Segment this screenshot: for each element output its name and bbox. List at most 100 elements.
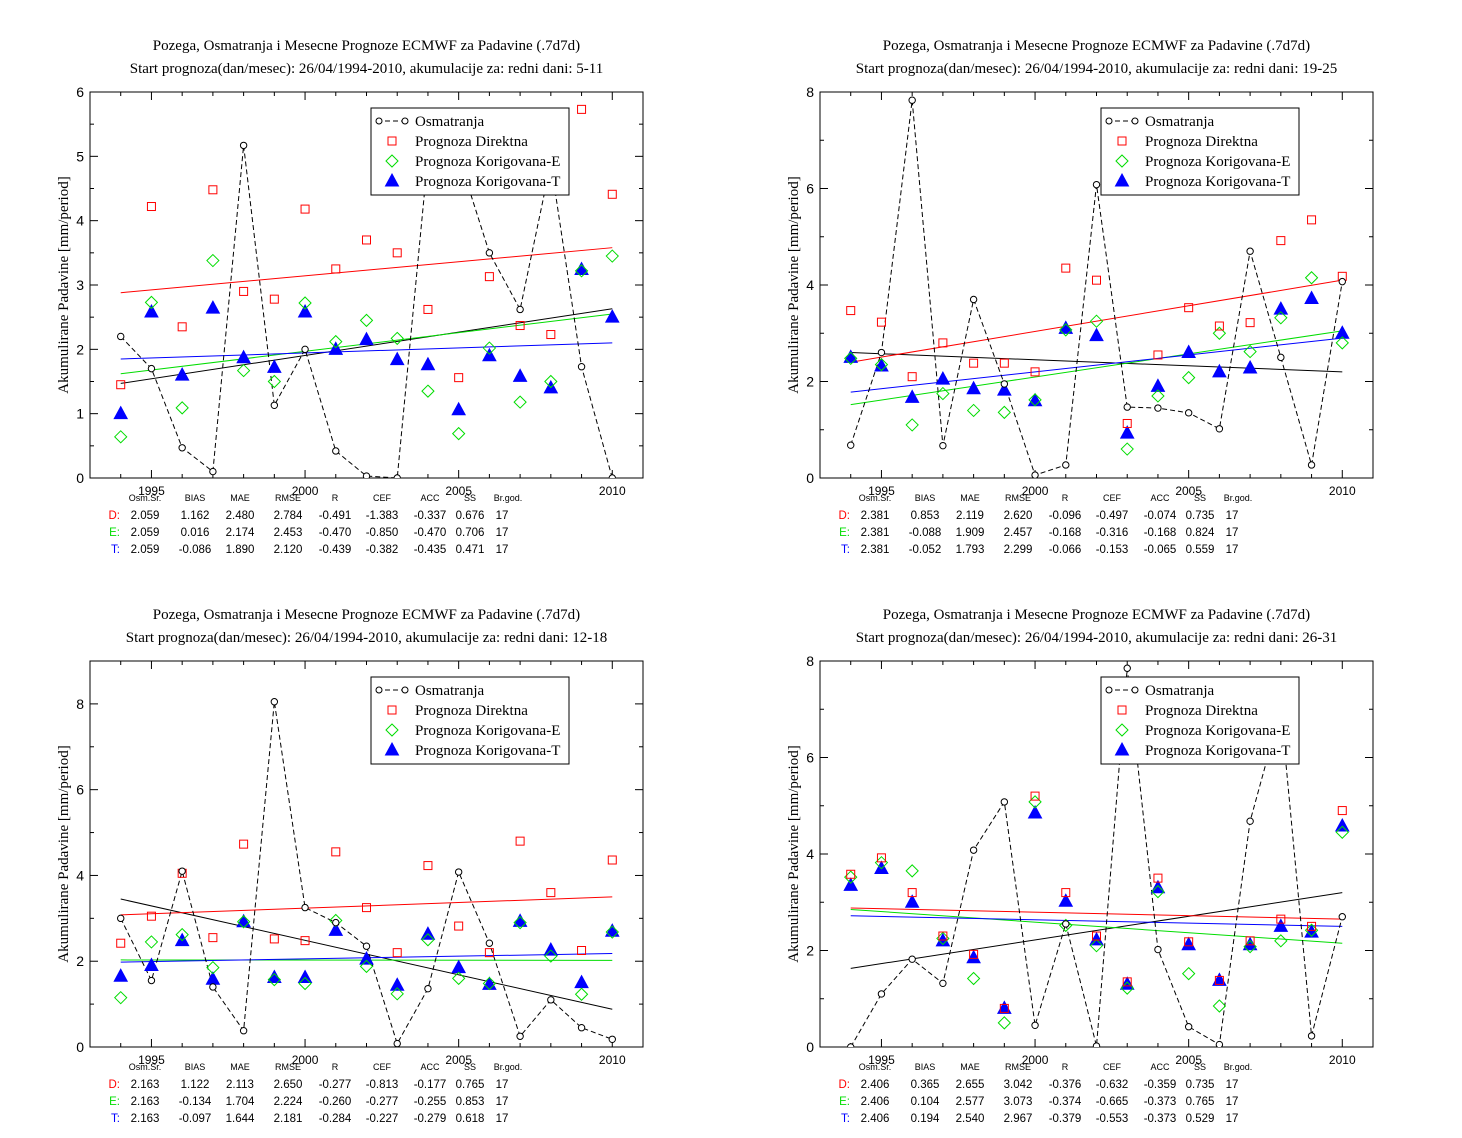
corrE-point xyxy=(451,426,466,441)
stats-cell: -0.316 xyxy=(1096,527,1129,539)
obs-point xyxy=(1307,461,1316,469)
stats-cell: 1.890 xyxy=(226,544,255,556)
direct-point xyxy=(331,847,341,857)
corrT-point xyxy=(1212,972,1227,986)
obs-point xyxy=(178,867,186,875)
corrT-point xyxy=(966,380,981,395)
stats-header: CEF xyxy=(373,1062,392,1072)
direct-point xyxy=(1061,888,1071,898)
obs-point xyxy=(1123,403,1131,411)
obs-point xyxy=(1092,180,1101,189)
obs-point xyxy=(516,305,524,314)
stats-cell: -0.284 xyxy=(319,1113,352,1125)
trend-line-corrT xyxy=(120,342,613,360)
legend-label: Prognoza Korigovana-T xyxy=(415,743,560,759)
obs-point xyxy=(1277,353,1285,362)
obs-point xyxy=(1154,945,1162,954)
y-tick-label: 4 xyxy=(76,867,84,883)
y-tick-label: 4 xyxy=(76,213,84,229)
chart-panel-4: Pozega, Osmatranja i Mesecne Prognoze EC… xyxy=(786,607,1374,1125)
corrE-point xyxy=(844,351,858,366)
obs-point xyxy=(178,444,186,452)
stats-header: ACC xyxy=(420,1062,440,1072)
direct-point xyxy=(1061,263,1071,273)
direct-point xyxy=(607,189,617,199)
legend-obs-marker xyxy=(1105,117,1113,125)
legend-label: Prognoza Direktna xyxy=(1145,134,1258,150)
obs-point xyxy=(908,955,916,963)
corrT-point xyxy=(1181,936,1197,951)
stats-header: R xyxy=(332,1062,339,1072)
stats-cell: -0.168 xyxy=(1144,527,1177,539)
stats-header: R xyxy=(1062,1062,1069,1072)
stats-cell: 17 xyxy=(1226,544,1239,556)
stats-row-label: D: xyxy=(109,510,121,522)
corrT-point xyxy=(1119,976,1135,990)
obs-point xyxy=(117,914,125,923)
x-tick-label: 2005 xyxy=(445,1053,472,1067)
stats-header: Br.god. xyxy=(1224,1062,1253,1072)
stats-header: RMSE xyxy=(1005,1062,1031,1072)
obs-point xyxy=(393,474,401,478)
y-tick-label: 0 xyxy=(76,470,84,486)
stats-cell: -0.470 xyxy=(319,527,352,539)
stats-cell: 2.967 xyxy=(1004,1113,1033,1125)
direct-point xyxy=(1092,275,1101,285)
corrE-point xyxy=(1181,370,1196,385)
stats-header: Osm.Sr. xyxy=(859,493,892,503)
obs-point xyxy=(485,249,494,257)
direct-point xyxy=(331,264,341,274)
legend: Osmatranja Prognoza Direktna Prognoza Kori… xyxy=(370,676,570,765)
corrE-point xyxy=(1151,884,1165,899)
corrT-point xyxy=(359,951,374,965)
stats-cell: -0.134 xyxy=(179,1096,212,1108)
direct-point xyxy=(607,855,617,865)
stats-cell: 2.059 xyxy=(131,544,160,556)
obs-point xyxy=(362,942,371,950)
direct-point xyxy=(876,853,886,863)
obs-point xyxy=(516,1032,524,1040)
corrT-point xyxy=(236,349,251,364)
corrE-point xyxy=(236,915,251,929)
stats-cell: 17 xyxy=(1226,510,1239,522)
stats-cell: -0.813 xyxy=(366,1079,399,1091)
obs-point xyxy=(270,401,279,410)
direct-point xyxy=(1214,975,1224,985)
corrE-point xyxy=(574,264,589,278)
corrT-point xyxy=(996,382,1012,396)
stats-cell: 2.655 xyxy=(956,1079,985,1091)
obs-point xyxy=(1062,461,1070,469)
stats-row-label: T: xyxy=(111,544,120,556)
stats-cell: -0.074 xyxy=(1144,510,1177,522)
y-tick-label: 8 xyxy=(76,696,84,712)
stats-cell: -0.088 xyxy=(909,527,942,539)
corrE-point xyxy=(359,959,374,974)
stats-cell: -0.359 xyxy=(1144,1079,1177,1091)
corrT-point xyxy=(1304,924,1319,938)
stats-row-label: E: xyxy=(109,527,120,539)
corrT-point xyxy=(1181,344,1197,359)
stats-header: ACC xyxy=(1150,493,1170,503)
stats-cell: -0.168 xyxy=(1049,527,1082,539)
legend-label: Prognoza Korigovana-E xyxy=(1145,723,1290,739)
direct-point xyxy=(1307,215,1317,225)
obs-point xyxy=(332,447,340,455)
obs-point xyxy=(147,976,156,985)
direct-point xyxy=(938,338,948,348)
corrE-point xyxy=(544,374,558,389)
stats-table: Osm.Sr. BIAS MAE RMSE R CEF ACC SS Br.god. D: 2.05… xyxy=(109,493,523,556)
corrT-point xyxy=(389,351,405,366)
stats-header: CEF xyxy=(1103,493,1122,503)
stats-cell: -0.382 xyxy=(366,544,399,556)
corrT-point xyxy=(996,1000,1012,1014)
direct-point xyxy=(177,322,187,332)
obs-point xyxy=(239,1027,248,1035)
stats-header: SS xyxy=(464,1062,476,1072)
corrT-point xyxy=(1334,817,1350,832)
stats-cell: -0.097 xyxy=(179,1113,212,1125)
stats-cell: 2.480 xyxy=(226,510,255,522)
stats-cell: -0.177 xyxy=(414,1079,447,1091)
corrE-point xyxy=(905,418,919,432)
corrT-point xyxy=(512,368,528,382)
